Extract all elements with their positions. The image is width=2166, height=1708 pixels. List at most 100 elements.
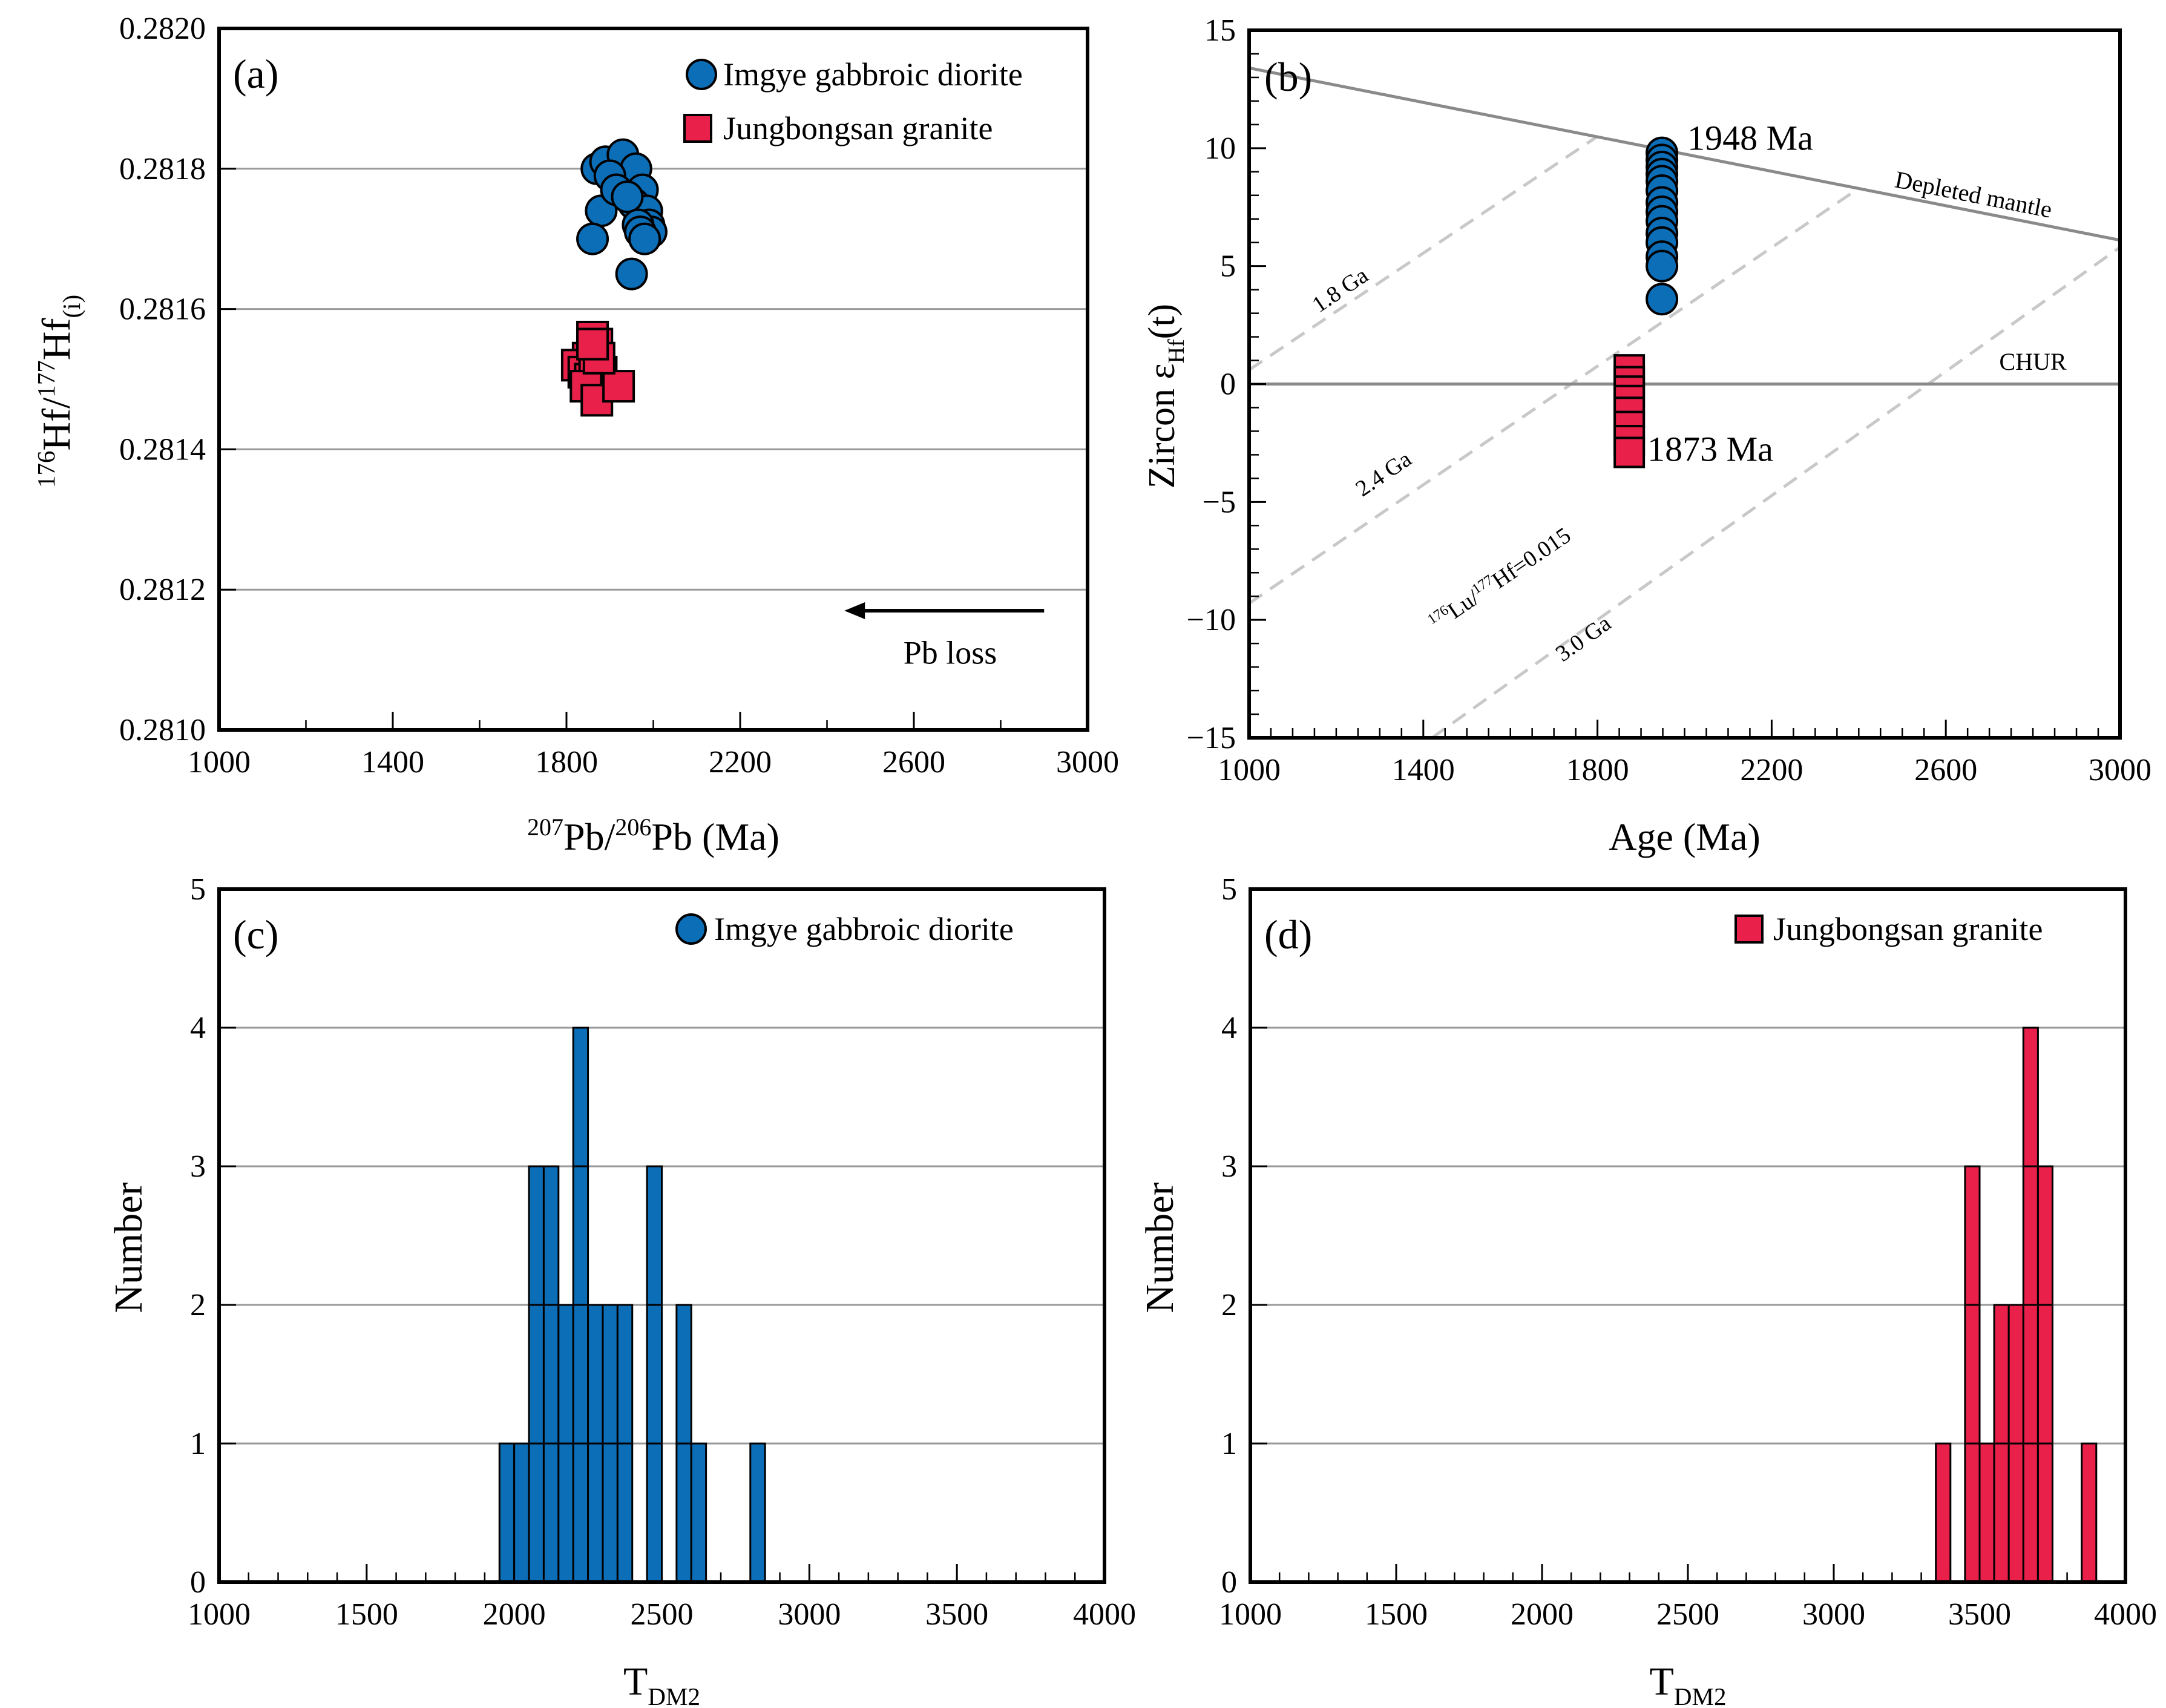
data-point-imgye xyxy=(1646,249,1679,283)
panel-label: (d) xyxy=(1264,911,1312,957)
histogram-bar xyxy=(675,1442,692,1583)
y-tick-label: 0.2810 xyxy=(119,713,206,747)
reference-line xyxy=(1249,66,2120,242)
y-tick-label: 5 xyxy=(1221,872,1237,907)
y-tick-label: 0.2814 xyxy=(119,432,206,467)
panel-label: (c) xyxy=(233,911,278,957)
y-tick-label: 0.2816 xyxy=(119,292,206,327)
data-point-imgye xyxy=(611,180,644,214)
data-point-imgye xyxy=(1646,283,1679,316)
histogram-bar xyxy=(675,1304,692,1445)
x-tick-label: 2000 xyxy=(483,1597,546,1632)
x-axis-label: Age (Ma) xyxy=(1609,815,1761,858)
y-tick-label: 3 xyxy=(1221,1149,1237,1184)
y-tick-label: 5 xyxy=(190,872,206,907)
plot-frame xyxy=(1249,887,2127,1584)
histogram-bar xyxy=(1964,1304,1981,1445)
y-tick-label: −5 xyxy=(1203,485,1236,519)
plot-frame xyxy=(1247,28,2122,740)
histogram-bar xyxy=(749,1442,766,1583)
x-tick-label: 3000 xyxy=(1056,745,1119,780)
x-tick-label: 3000 xyxy=(1802,1597,1865,1632)
histogram-bar xyxy=(572,1026,589,1168)
y-tick-label: 0.2818 xyxy=(119,152,206,186)
histogram-bar xyxy=(1978,1442,1995,1583)
histogram-bar xyxy=(498,1442,516,1583)
histogram-bar xyxy=(602,1442,619,1583)
histogram-bar xyxy=(557,1442,574,1583)
y-axis-label: 176​Hf/177​Hf(i)​ xyxy=(32,295,85,488)
histogram-bar xyxy=(572,1442,589,1583)
y-tick-label: 0.2812 xyxy=(119,573,206,607)
x-axis-label: 207​Pb/206​Pb (Ma) xyxy=(527,813,779,858)
x-tick-label: 1000 xyxy=(1218,753,1281,787)
legend-marker-circle xyxy=(686,59,717,90)
model-age-label: 3.0 Ga xyxy=(1551,611,1616,667)
histogram-bar xyxy=(587,1304,604,1445)
x-tick-label: 3500 xyxy=(925,1597,988,1632)
histogram-bar xyxy=(2036,1304,2053,1445)
y-tick-label: 2 xyxy=(1221,1288,1237,1322)
plot-frame xyxy=(217,887,1106,1584)
model-age-line xyxy=(1249,187,1860,605)
data-point-jungbongsan xyxy=(576,327,609,361)
legend-marker-square xyxy=(683,114,712,143)
histogram-bar xyxy=(2036,1442,2053,1583)
legend-marker-circle xyxy=(675,913,707,945)
legend-label: Imgye gabbroic diorite xyxy=(723,56,1023,93)
histogram-bar xyxy=(2081,1442,2098,1583)
y-tick-label: −15 xyxy=(1187,721,1236,755)
legend-label: Jungbongsan granite xyxy=(1773,911,2043,947)
histogram-bar xyxy=(572,1165,589,1306)
x-tick-label: 2200 xyxy=(1740,753,1803,787)
y-tick-label: 3 xyxy=(190,1149,206,1184)
histogram-bar xyxy=(528,1442,545,1583)
histogram-bar xyxy=(616,1304,634,1445)
histogram-bar xyxy=(528,1304,545,1445)
x-tick-label: 2500 xyxy=(1656,1597,1719,1632)
x-tick-label: 2600 xyxy=(1914,753,1977,787)
y-axis-label: Number xyxy=(1138,1182,1182,1313)
x-axis-label: TDM2​ xyxy=(1650,1660,1727,1708)
y-tick-label: 1 xyxy=(1221,1427,1237,1461)
y-tick-label: −10 xyxy=(1187,603,1236,637)
y-tick-label: 1 xyxy=(190,1427,206,1461)
legend-label: Jungbongsan granite xyxy=(723,110,993,146)
reference-line-label: Depleted mantle xyxy=(1893,166,2055,223)
histogram-bar xyxy=(646,1442,663,1583)
histogram-bar xyxy=(1964,1442,1981,1583)
histogram-bar xyxy=(542,1304,560,1445)
x-tick-label: 1500 xyxy=(335,1597,398,1632)
histogram-bar xyxy=(2036,1165,2053,1306)
data-point-imgye xyxy=(615,257,648,291)
y-tick-label: 2 xyxy=(190,1288,206,1322)
x-tick-label: 4000 xyxy=(1073,1597,1136,1632)
x-axis-label: TDM2​ xyxy=(623,1660,700,1708)
panel-d: 1000 1500 2000 2500 3000 3500 4000 0 1 2 3 4 5 Jungbo… xyxy=(1138,872,2157,1708)
y-tick-label: 10 xyxy=(1204,131,1236,166)
y-axis-label: Zircon εHf​(t) xyxy=(1141,304,1189,488)
y-tick-label: 4 xyxy=(1221,1011,1237,1045)
y-axis-label: Number xyxy=(107,1182,151,1313)
histogram-bar xyxy=(646,1165,663,1306)
age-label-jungbongsan: 1873 Ma xyxy=(1647,429,1773,468)
x-tick-label: 2000 xyxy=(1511,1597,1574,1632)
x-tick-label: 1800 xyxy=(1566,753,1629,787)
model-age-label: 2.4 Ga xyxy=(1351,446,1416,502)
y-tick-label: 0 xyxy=(1220,367,1236,402)
histogram-bar xyxy=(542,1442,560,1583)
x-tick-label: 1800 xyxy=(535,745,598,780)
x-tick-label: 3500 xyxy=(1948,1597,2011,1632)
histogram-bar xyxy=(2022,1165,2039,1306)
histogram-bar xyxy=(2022,1026,2039,1168)
histogram-bar xyxy=(1993,1304,2010,1445)
x-tick-label: 3000 xyxy=(2089,753,2151,787)
x-tick-label: 2500 xyxy=(631,1597,694,1632)
data-point-imgye xyxy=(576,222,609,255)
x-tick-label: 1000 xyxy=(1219,1597,1282,1632)
panel-label: (b) xyxy=(1264,54,1312,100)
panel-a: 1000 1400 1800 2200 2600 3000 0.2810 0.2812 0.28… xyxy=(32,11,1119,858)
data-point-jungbongsan xyxy=(1613,436,1646,468)
